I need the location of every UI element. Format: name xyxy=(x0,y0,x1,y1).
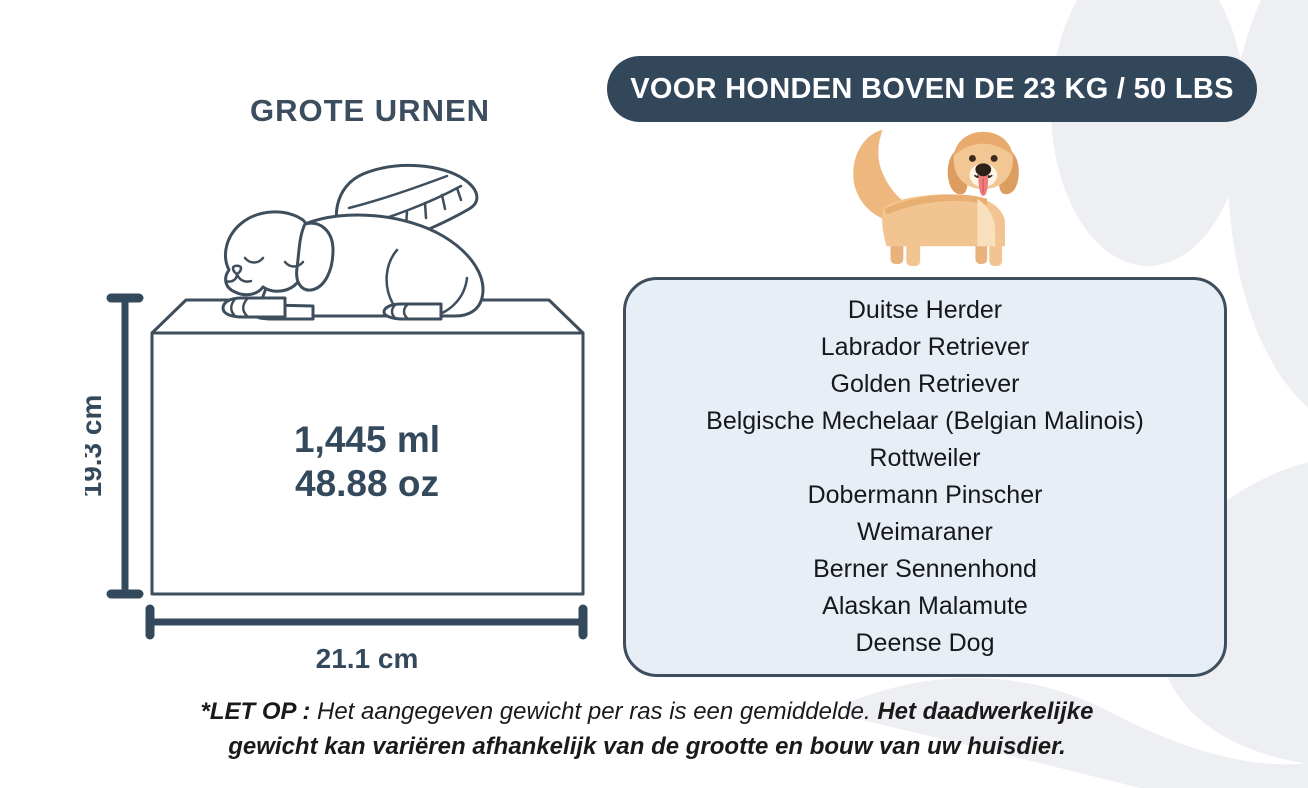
retriever-chest xyxy=(977,198,996,247)
breed-list-item: Belgische Mechelaar (Belgian Malinois) xyxy=(706,407,1144,435)
urn-box-front-face xyxy=(150,331,585,596)
breed-list-item: Dobermann Pinscher xyxy=(807,481,1043,509)
height-dimension-line xyxy=(106,293,144,599)
dog-haunch-line xyxy=(385,248,399,306)
width-dimension-line xyxy=(145,604,588,640)
urn-dimensions-diagram: 19.3 cm 21.1 cm 1,445 ml 48.88 oz xyxy=(85,293,588,674)
weight-category-label: VOOR HONDEN BOVEN DE 23 KG / 50 LBS xyxy=(630,72,1234,105)
closed-eye-icon xyxy=(283,260,305,268)
retriever-head xyxy=(947,131,1019,196)
sleeping-winged-dog-illustration xyxy=(221,164,485,321)
breed-list-item: Weimaraner xyxy=(857,518,993,546)
breed-list-item: Alaskan Malamute xyxy=(822,592,1028,620)
paw-toe-icon xyxy=(1051,0,1245,266)
dog-ear xyxy=(295,221,335,292)
retriever-nose xyxy=(975,163,992,177)
breed-list-item: Golden Retriever xyxy=(830,370,1020,398)
note-bold-text: Het daadwerkelijke gewicht kan variëren … xyxy=(228,698,1094,760)
urn-box xyxy=(150,298,585,596)
retriever-eye xyxy=(990,155,998,162)
dog-nose-icon xyxy=(231,264,243,276)
retriever-eye xyxy=(968,155,976,162)
page-title: GROTE URNEN xyxy=(249,93,491,128)
paw-wave-icon xyxy=(845,677,1308,788)
breed-list-item: Deense Dog xyxy=(855,629,995,657)
breed-list-item: Duitse Herder xyxy=(847,296,1003,324)
note-regular-text: Het aangegeven gewicht per ras is een ge… xyxy=(316,698,878,725)
dog-front-paw xyxy=(221,296,287,319)
volume-oz-label: 48.88 oz xyxy=(295,463,439,504)
width-label: 21.1 cm xyxy=(316,643,419,674)
breed-list-item: Berner Sennenhond xyxy=(813,555,1037,583)
height-label: 19.3 cm xyxy=(85,395,107,498)
dog-face-details xyxy=(224,256,305,283)
dog-hind-paw xyxy=(382,302,443,321)
dog-head xyxy=(224,210,311,297)
disclaimer-note: *LET OP : Het aangegeven gewicht per ras… xyxy=(186,694,1108,764)
breed-list: Duitse Herder Labrador Retriever Golden … xyxy=(623,277,1227,677)
volume-ml-label: 1,445 ml xyxy=(294,419,440,460)
retriever-body xyxy=(882,194,1005,247)
golden-retriever-illustration xyxy=(853,129,1019,267)
note-prefix: *LET OP : xyxy=(200,698,317,725)
breed-list-item: Labrador Retriever xyxy=(820,333,1030,361)
closed-eye-icon xyxy=(243,256,265,264)
weight-category-banner: VOOR HONDEN BOVEN DE 23 KG / 50 LBS xyxy=(607,56,1257,122)
breed-list-item: Rottweiler xyxy=(869,444,981,472)
